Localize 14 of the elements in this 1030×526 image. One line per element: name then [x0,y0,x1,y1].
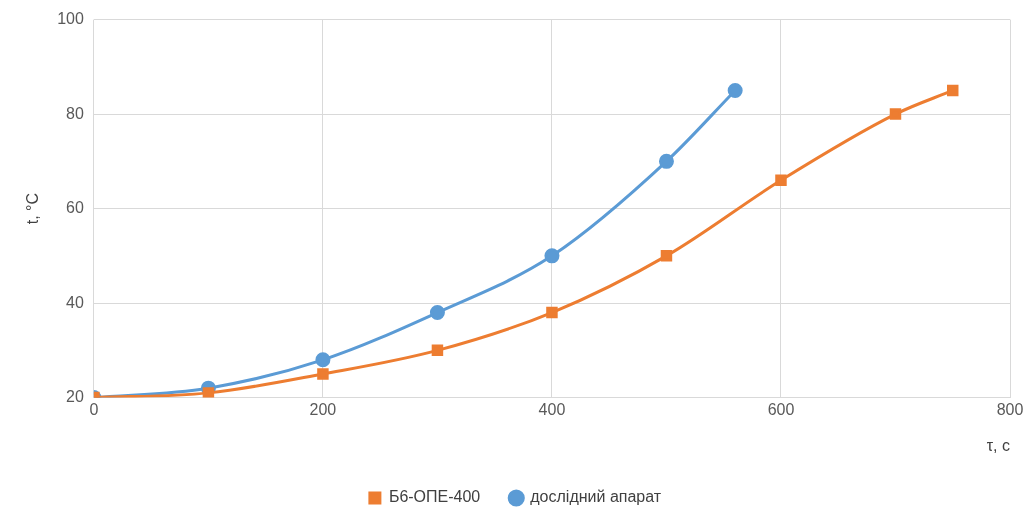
y-tick-label: 60 [66,199,84,217]
x-tick-label: 200 [309,400,337,418]
y-tick-label: 40 [66,293,84,311]
x-tick-label: 0 [89,400,99,418]
x-axis-title: τ, с [986,436,1010,454]
y-tick-label: 80 [66,104,84,122]
y-tick-label: 20 [66,388,84,406]
x-tick-label: 400 [538,400,566,418]
x-tick-label: 800 [996,400,1024,418]
y-tick-label: 100 [57,10,84,28]
legend-label: дослідний апарат [530,488,662,506]
y-axis-title: t, °C [24,192,42,225]
x-tick-label: 600 [767,400,795,418]
legend-label: Б6-ОПЕ-400 [388,488,481,506]
